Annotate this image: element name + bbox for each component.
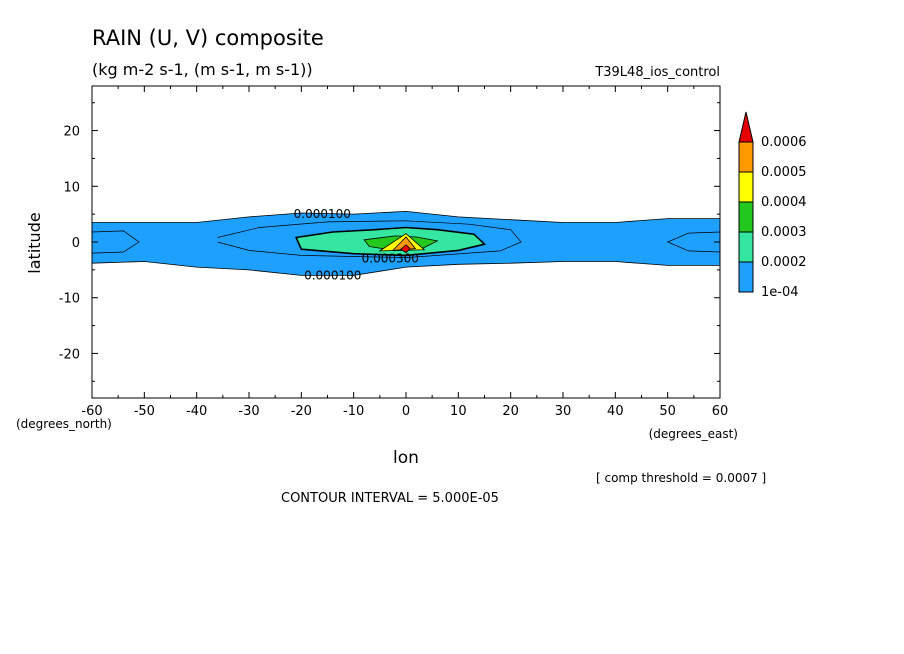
y-tick-label-1: -10 (59, 292, 80, 307)
contour-line-2 (666, 231, 721, 253)
x-unit-label: (degrees_east) (649, 427, 738, 441)
run-name: T39L48_ios_control (594, 65, 720, 80)
x-tick-label-3: -30 (238, 404, 259, 419)
y-unit-label: (degrees_north) (16, 417, 112, 431)
x-tick-label-4: -20 (291, 404, 312, 419)
y-tick-label-0: -20 (59, 347, 80, 362)
x-tick-label-8: 20 (502, 404, 519, 419)
colorbar-label-5: 0.0006 (761, 135, 807, 150)
contour-fills (91, 210, 721, 276)
colorbar-label-2: 0.0003 (761, 225, 807, 240)
x-tick-label-1: -50 (134, 404, 155, 419)
x-ticks: -60 -50 -40 -30 -20 -10 0 10 20 30 40 50 60 (81, 86, 728, 419)
contour-interval: CONTOUR INTERVAL = 5.000E-05 (281, 491, 499, 506)
chart-title: RAIN (U, V) composite (92, 26, 324, 50)
threshold-note: [ comp threshold = 0.0007 ] (596, 471, 766, 485)
contour-lines (91, 220, 721, 258)
x-tick-label-7: 10 (450, 404, 467, 419)
y-tick-label-3: 10 (63, 180, 80, 195)
x-tick-label-0: -60 (81, 404, 102, 419)
y-axis-label: latitude (25, 212, 44, 273)
colorbar-label-1: 0.0002 (761, 255, 807, 270)
y-tick-label-2: 0 (72, 236, 80, 251)
colorbar-box-3 (738, 171, 754, 203)
contour-label-2: 0.000300 (362, 252, 419, 266)
colorbar-label-4: 0.0005 (761, 165, 807, 180)
colorbar-box-2 (738, 201, 754, 233)
contour-line-1 (217, 220, 522, 258)
y-ticks: -20 -10 0 10 20 (59, 102, 720, 382)
contour-fill-5 (400, 244, 411, 254)
x-tick-label-11: 50 (659, 404, 676, 419)
x-tick-label-10: 40 (607, 404, 624, 419)
colorbar-box-1 (738, 231, 754, 263)
colorbar-top-triangle (738, 111, 754, 143)
x-tick-label-2: -40 (186, 404, 207, 419)
contour-line-0 (91, 230, 140, 254)
colorbar-box-4 (738, 141, 754, 173)
contour-label-1: 0.000100 (304, 268, 361, 282)
colorbar: 1e-04 0.0002 0.0003 0.0004 0.0005 0.0006 (738, 111, 807, 300)
chart-units: (kg m-2 s-1, (m s-1, m s-1)) (92, 60, 313, 79)
x-tick-label-6: 0 (402, 404, 410, 419)
contour-label-0: 0.000100 (294, 207, 351, 221)
x-tick-label-12: 60 (712, 404, 729, 419)
x-axis-label: lon (393, 448, 419, 468)
colorbar-box-0 (738, 261, 754, 293)
colorbar-label-3: 0.0004 (761, 195, 807, 210)
x-tick-label-9: 30 (555, 404, 572, 419)
y-tick-label-4: 20 (63, 125, 80, 140)
x-tick-label-5: -10 (343, 404, 364, 419)
colorbar-label-0: 1e-04 (761, 285, 799, 300)
